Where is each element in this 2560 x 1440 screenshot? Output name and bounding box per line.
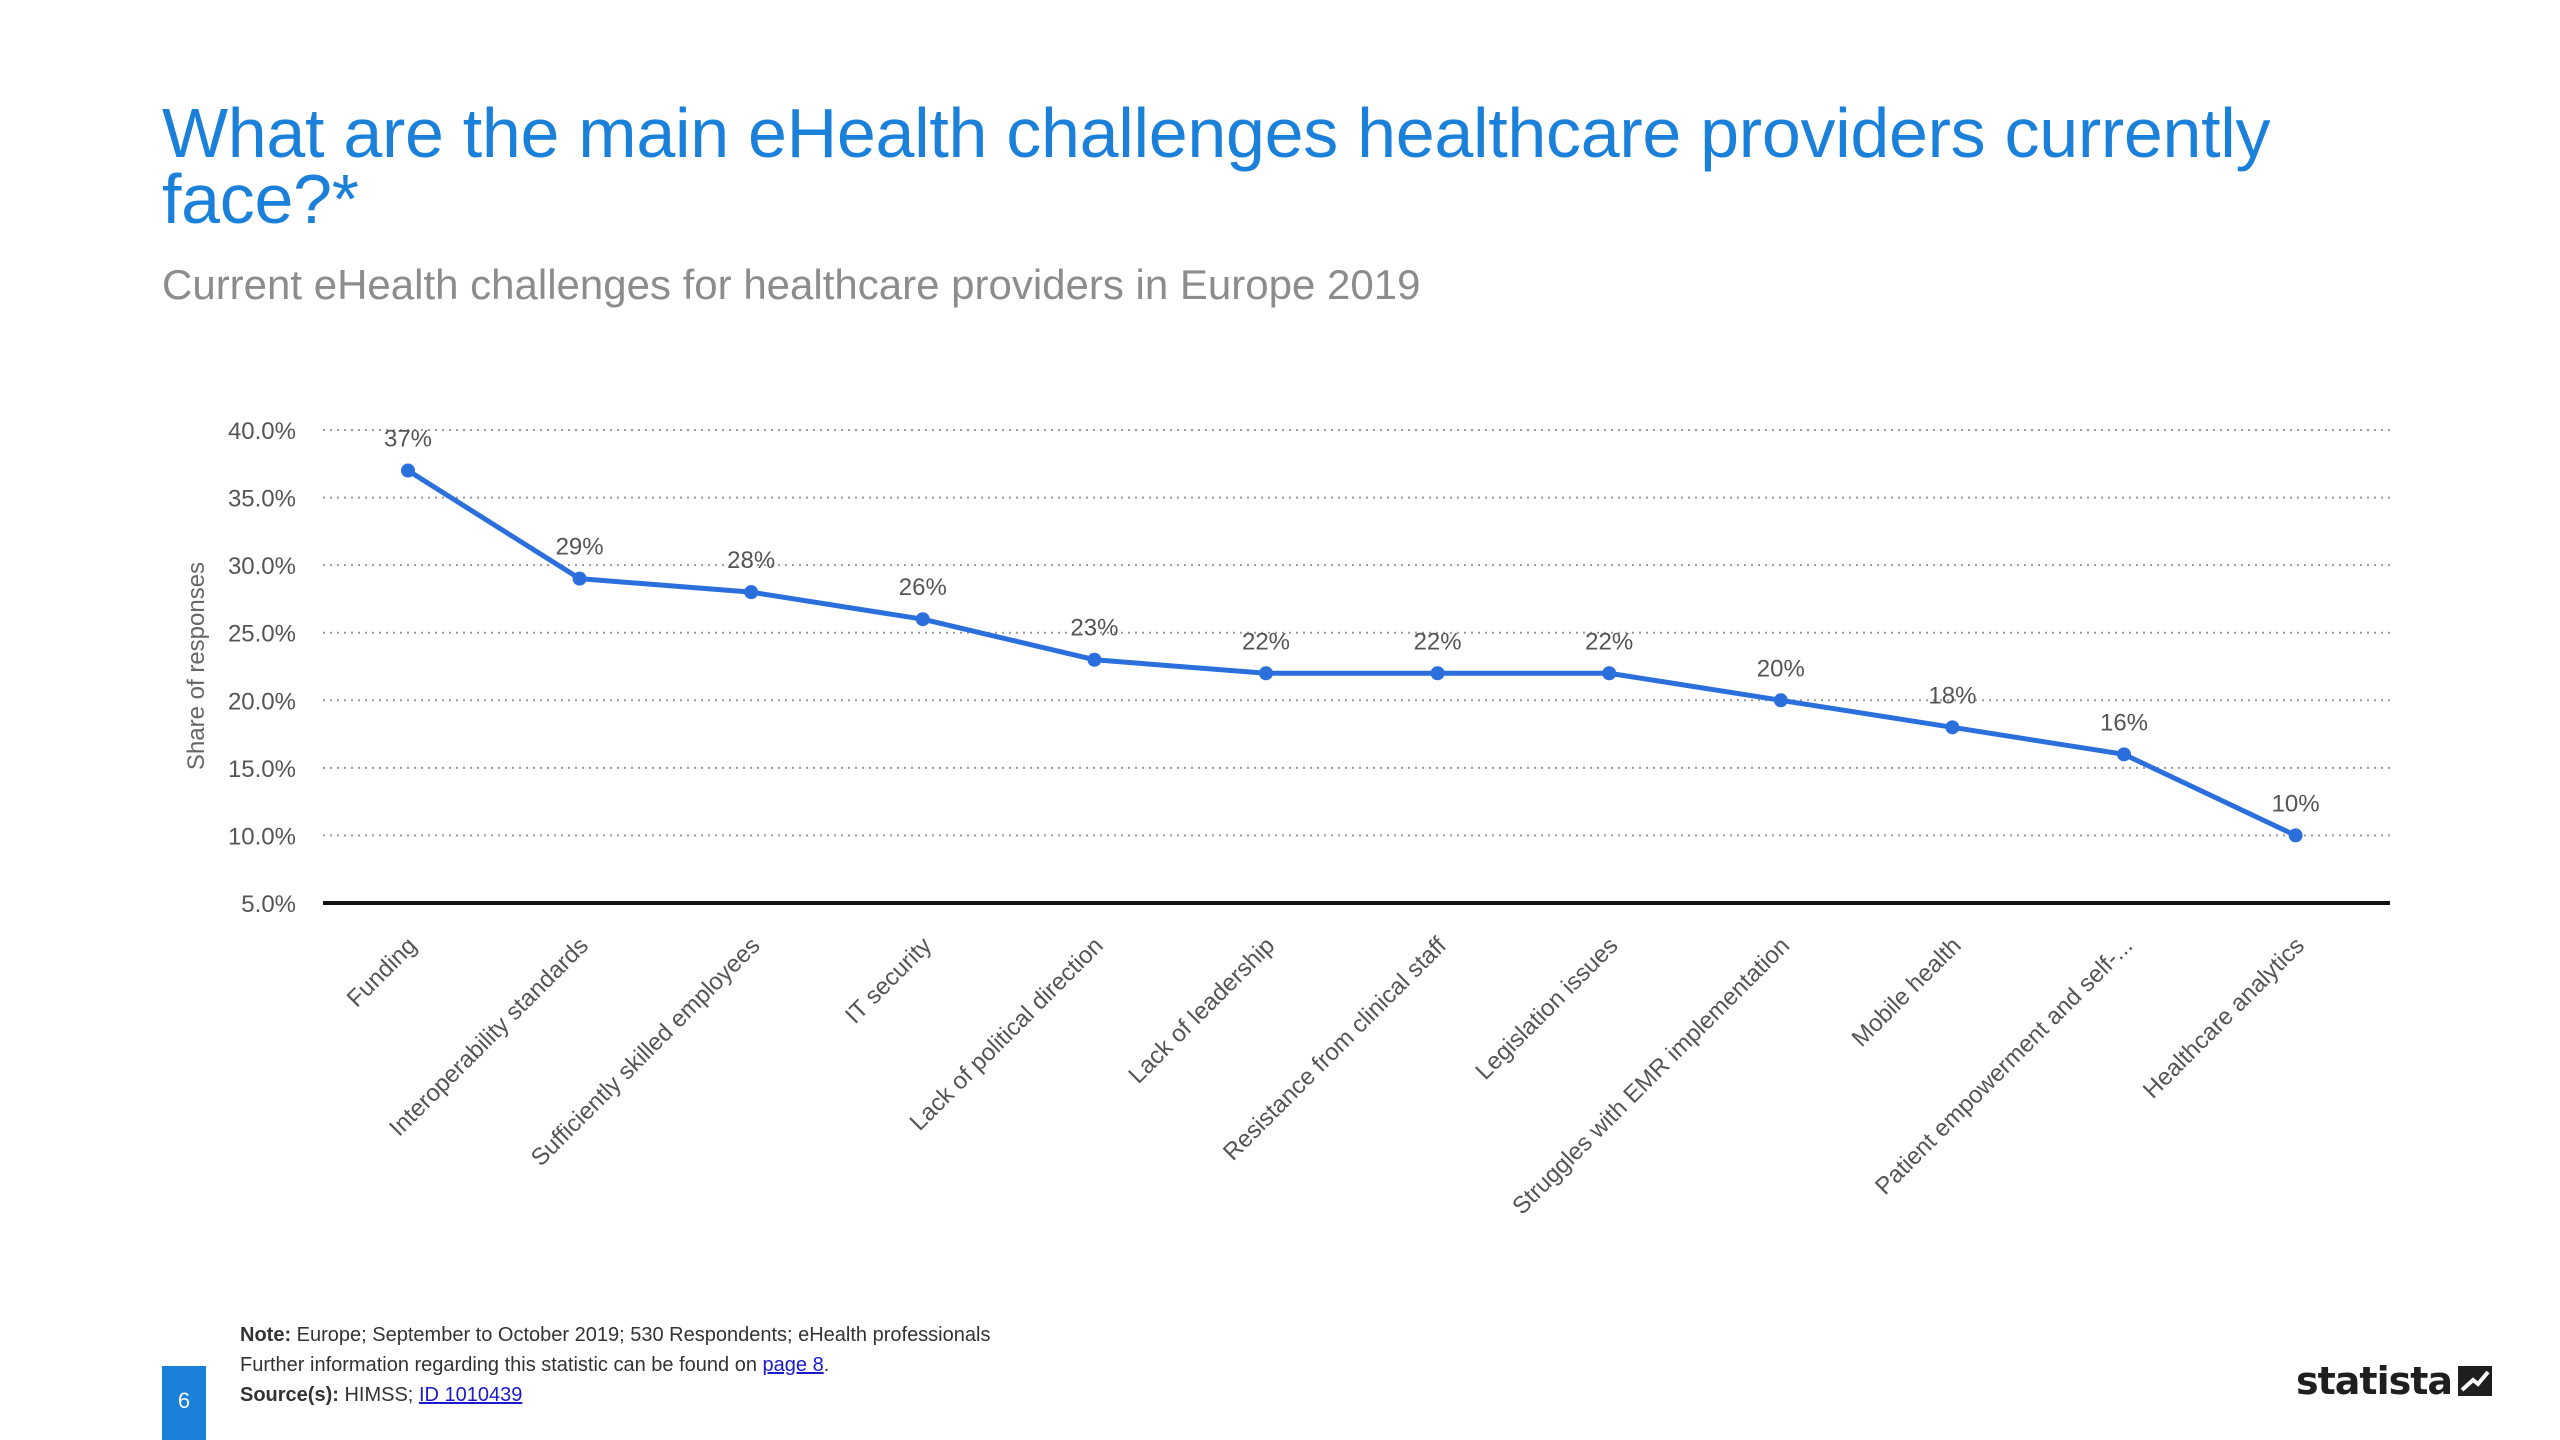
brand-name: statista <box>2296 1359 2453 1403</box>
info-row: Further information regarding this stati… <box>240 1350 990 1380</box>
page-number: 6 <box>177 1388 191 1413</box>
data-point <box>401 463 415 478</box>
data-label: 20% <box>1757 655 1805 682</box>
data-labels: 37% 29% 28% 26% 23% 22% 22% 22% 20% 18% 16% 10% <box>384 426 2320 818</box>
series-polyline <box>406 468 2297 838</box>
source-id-link[interactable]: ID 1010439 <box>418 1384 523 1406</box>
data-point <box>2117 747 2131 762</box>
grid-lines <box>323 429 2390 837</box>
x-tick-label: Interoperability standards <box>384 932 594 1142</box>
data-label: 16% <box>2100 709 2148 736</box>
y-axis-label: Share of responses <box>183 562 210 770</box>
source-text: HIMSS; <box>344 1384 414 1406</box>
y-tick-label: 20.0% <box>228 688 296 715</box>
y-tick-label: 25.0% <box>228 621 296 648</box>
y-tick-label: 10.0% <box>228 823 296 850</box>
data-label: 22% <box>1414 628 1462 655</box>
x-tick-label: IT security <box>840 932 937 1029</box>
x-tick-label: Funding <box>342 932 422 1012</box>
x-tick-label: Mobile health <box>1847 932 1967 1052</box>
data-point <box>915 612 930 627</box>
series-points <box>401 463 2303 843</box>
y-axis-ticks: 40.0% 35.0% 30.0% 25.0% 20.0% 15.0% 10.0% 5.0% <box>228 418 296 918</box>
statista-logo: statista <box>2296 1356 2493 1406</box>
source-label: Source(s): <box>240 1384 339 1406</box>
page-title: What are the main eHealth challenges hea… <box>162 94 2271 238</box>
data-label: 23% <box>1070 615 1118 642</box>
statista-mark-icon <box>2458 1366 2493 1396</box>
y-tick-label: 5.0% <box>241 891 296 918</box>
data-point <box>1259 666 1273 681</box>
data-point <box>1602 666 1617 681</box>
data-label: 29% <box>556 534 604 561</box>
y-tick-label: 30.0% <box>228 553 296 580</box>
data-point <box>1430 666 1445 681</box>
footer-notes: Note: Europe; September to October 2019;… <box>240 1320 990 1410</box>
note-text: Europe; September to October 2019; 530 R… <box>296 1324 991 1346</box>
data-label: 37% <box>384 426 432 453</box>
note-row: Note: Europe; September to October 2019;… <box>240 1320 990 1350</box>
line-chart: 40.0%35.0%30.0%25.0%20.0%15.0%10.0%5.0% … <box>183 418 2390 1220</box>
info-text: Further information regarding this stati… <box>240 1354 757 1376</box>
x-tick-label: Legislation issues <box>1470 932 1623 1085</box>
series-line <box>406 468 2297 838</box>
source-row: Source(s): HIMSS; ID 1010439 <box>240 1380 990 1410</box>
x-tick-label: Struggles with EMR implementation <box>1507 932 1795 1220</box>
data-point <box>2288 828 2303 843</box>
data-point <box>572 571 587 586</box>
y-tick-label: 35.0% <box>228 486 296 513</box>
data-point <box>744 585 759 600</box>
data-label: 22% <box>1585 628 1633 655</box>
data-label: 22% <box>1242 628 1290 655</box>
info-end: . <box>823 1354 830 1376</box>
page-subtitle: Current eHealth challenges for healthcar… <box>162 261 1421 308</box>
y-tick-label: 40.0% <box>228 418 296 445</box>
data-label: 28% <box>727 547 775 574</box>
x-tick-label: Lack of political direction <box>905 932 1109 1136</box>
x-tick-label: Healthcare analytics <box>2138 932 2310 1104</box>
y-tick-label: 15.0% <box>228 756 296 783</box>
data-label: 26% <box>899 574 947 601</box>
data-point <box>1945 720 1960 735</box>
page-number-badge: 6 <box>162 1366 206 1440</box>
note-label: Note: <box>240 1324 292 1346</box>
data-point <box>1773 693 1788 708</box>
data-point <box>1087 652 1102 667</box>
data-label: 18% <box>1928 682 1976 709</box>
page-link[interactable]: page 8 <box>762 1354 824 1376</box>
data-label: 10% <box>2272 790 2320 817</box>
x-tick-label: Lack of leadership <box>1123 932 1280 1089</box>
